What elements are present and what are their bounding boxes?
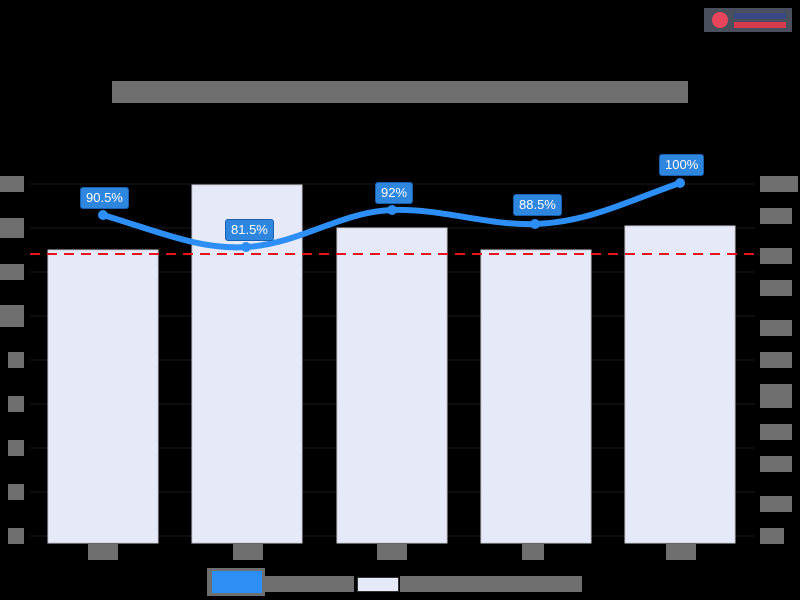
right-tick-label: [760, 424, 792, 440]
legend-line-swatch[interactable]: [212, 571, 262, 593]
logo-mark-icon: [712, 12, 728, 28]
category-label: [88, 544, 118, 560]
category-label: [233, 544, 263, 560]
left-tick-label: [0, 176, 24, 192]
right-tick-label: [760, 528, 784, 544]
left-tick-label: [0, 218, 24, 238]
data-label-3: 92%: [375, 182, 414, 204]
data-label-4: 88.5%: [513, 194, 562, 216]
left-tick-label: [8, 484, 24, 500]
left-tick-label: [0, 305, 24, 327]
bar-5: [624, 225, 736, 544]
brand-logo: [704, 8, 792, 32]
right-tick-label: [760, 456, 792, 472]
right-tick-label: [760, 496, 792, 512]
line-markers: [98, 178, 685, 252]
bar-series: [47, 184, 736, 544]
right-tick-label: [760, 384, 792, 408]
right-tick-label: [760, 176, 798, 192]
category-label: [666, 544, 696, 560]
legend-label-line[interactable]: [264, 576, 354, 592]
left-tick-label: [8, 396, 24, 412]
bar-3: [336, 227, 448, 544]
legend-bar-swatch[interactable]: [357, 577, 399, 592]
logo-wordmark-top: [734, 13, 786, 19]
category-label: [522, 544, 544, 560]
bar-4: [480, 249, 592, 544]
data-label-1: 90.5%: [80, 187, 129, 209]
left-tick-label: [8, 440, 24, 456]
chart-title: [112, 81, 688, 103]
left-tick-label: [8, 352, 24, 368]
data-label-5: 100%: [659, 154, 705, 176]
category-label: [377, 544, 407, 560]
bar-1: [47, 249, 159, 544]
legend-label-bar[interactable]: [400, 576, 582, 592]
left-tick-label: [8, 528, 24, 544]
left-tick-label: [0, 264, 24, 280]
right-tick-label: [760, 208, 792, 224]
right-tick-label: [760, 352, 792, 368]
logo-wordmark-bottom: [734, 22, 786, 28]
data-label-2: 81.5%: [225, 219, 274, 241]
right-tick-label: [760, 280, 792, 296]
right-tick-label: [760, 320, 792, 336]
right-tick-label: [760, 248, 792, 264]
